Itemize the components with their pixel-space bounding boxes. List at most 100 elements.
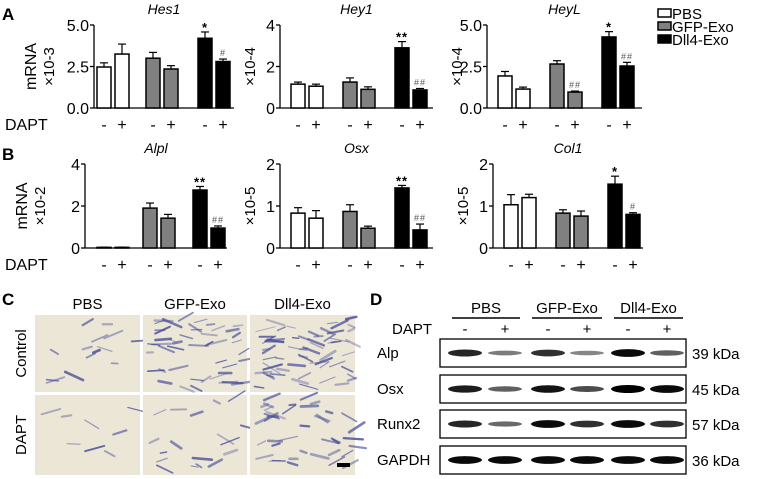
stained-cell bbox=[276, 367, 290, 372]
y-tick-label: 1 bbox=[266, 199, 275, 216]
stained-cell bbox=[276, 326, 286, 332]
dapt-sign: - bbox=[508, 257, 513, 274]
stained-cell bbox=[81, 318, 94, 327]
stained-cell bbox=[204, 340, 214, 347]
stained-cell bbox=[281, 404, 297, 415]
micrograph-background bbox=[250, 315, 355, 392]
bar-pbs-dapt bbox=[114, 53, 130, 109]
blot-size-label: 36 kDa bbox=[692, 453, 740, 470]
stained-cell bbox=[157, 379, 173, 385]
panel-label-c: C bbox=[2, 290, 14, 309]
stained-cell bbox=[261, 344, 276, 355]
blot-protein-label: Alp bbox=[377, 345, 399, 362]
stained-cell bbox=[220, 436, 240, 446]
staining-row-label: DAPT bbox=[13, 415, 30, 455]
stained-cell bbox=[188, 344, 209, 347]
dapt-sign: + bbox=[570, 117, 579, 134]
stained-cell bbox=[266, 439, 284, 443]
bar-pbs-control bbox=[503, 203, 519, 249]
dapt-sign: + bbox=[518, 117, 527, 134]
bar-gfp-exo-control bbox=[342, 210, 358, 249]
protein-band bbox=[488, 456, 522, 464]
blot-group-label: Dll4-Exo bbox=[620, 300, 677, 317]
dapt-row-label: DAPT bbox=[5, 257, 48, 274]
y-tick-label: 0.0 bbox=[460, 101, 482, 118]
y-tick-label: 2 bbox=[71, 199, 80, 216]
bar-dll4-exo-control bbox=[394, 47, 410, 109]
stained-cell bbox=[84, 444, 106, 453]
y-tick-label: 2.5 bbox=[67, 60, 89, 77]
legend-label-dll4-exo: Dll4-Exo bbox=[672, 32, 729, 49]
stained-cell bbox=[66, 442, 81, 446]
stained-cell bbox=[346, 373, 357, 380]
stained-cell bbox=[205, 323, 216, 326]
protein-band bbox=[531, 420, 565, 428]
stained-cell bbox=[232, 324, 244, 328]
protein-band bbox=[531, 349, 565, 357]
stained-cell bbox=[147, 369, 165, 372]
stained-cell bbox=[130, 339, 146, 343]
dapt-sign: - bbox=[202, 117, 207, 134]
protein-band bbox=[531, 385, 565, 393]
dapt-sign: - bbox=[295, 117, 300, 134]
legend-swatch-pbs bbox=[657, 8, 672, 18]
y-axis-label: mRNA bbox=[23, 43, 40, 90]
significance-marker: ** bbox=[396, 173, 408, 188]
dapt-sign: + bbox=[415, 117, 424, 134]
stained-cell bbox=[253, 385, 265, 389]
bar-dll4-exo-control bbox=[197, 37, 213, 109]
chart-title: Hey1 bbox=[340, 1, 373, 17]
stained-cell bbox=[309, 400, 321, 406]
stained-cell bbox=[150, 342, 173, 346]
y-axis-multiplier: ×10-4 bbox=[449, 47, 466, 86]
stained-cell bbox=[309, 341, 324, 350]
stained-cell bbox=[159, 451, 168, 454]
stained-cell bbox=[225, 327, 240, 333]
y-tick-label: 5.0 bbox=[460, 18, 482, 35]
stained-cell bbox=[265, 318, 286, 327]
stained-cell bbox=[172, 340, 183, 345]
stained-cell bbox=[323, 333, 337, 342]
stained-cell bbox=[60, 414, 73, 418]
stained-cell bbox=[262, 363, 283, 371]
stained-cell bbox=[346, 376, 358, 382]
dapt-sign: + bbox=[622, 117, 631, 134]
staining-row-label: Control bbox=[13, 329, 30, 377]
blot-size-label: 45 kDa bbox=[692, 382, 740, 399]
bar-pbs-control bbox=[96, 66, 112, 109]
stained-cell bbox=[341, 412, 358, 423]
y-tick-label: 2 bbox=[266, 157, 275, 174]
dapt-sign: - bbox=[399, 257, 404, 274]
y-axis-label: mRNA bbox=[14, 182, 31, 229]
stained-cell bbox=[348, 444, 367, 450]
dapt-sign: - bbox=[101, 117, 106, 134]
stained-cell bbox=[313, 335, 324, 338]
stained-cell bbox=[231, 331, 242, 339]
blot-group-label: GFP-Exo bbox=[536, 300, 598, 317]
stained-cell bbox=[45, 376, 66, 384]
significance-marker: ## bbox=[414, 213, 426, 223]
alp-staining-micrograph bbox=[143, 311, 253, 393]
protein-band bbox=[650, 385, 684, 393]
alp-staining-micrograph bbox=[250, 391, 367, 475]
dapt-sign: + bbox=[163, 257, 172, 274]
stained-cell bbox=[154, 319, 166, 325]
chart-title: Alpl bbox=[143, 140, 168, 156]
stained-cell bbox=[271, 442, 281, 447]
protein-band bbox=[448, 349, 482, 357]
protein-band bbox=[570, 420, 604, 428]
dapt-sign: - bbox=[150, 117, 155, 134]
dapt-sign: + bbox=[363, 257, 372, 274]
alp-staining-micrograph bbox=[250, 315, 361, 392]
stained-cell bbox=[238, 357, 251, 363]
stained-cell bbox=[112, 429, 128, 436]
stained-cell bbox=[255, 454, 274, 460]
stained-cell bbox=[328, 456, 346, 467]
stained-cell bbox=[148, 437, 160, 444]
bar-pbs-dapt bbox=[515, 88, 531, 109]
stained-cell bbox=[256, 440, 267, 446]
stained-cell bbox=[319, 376, 336, 384]
significance-marker: ** bbox=[194, 174, 206, 189]
